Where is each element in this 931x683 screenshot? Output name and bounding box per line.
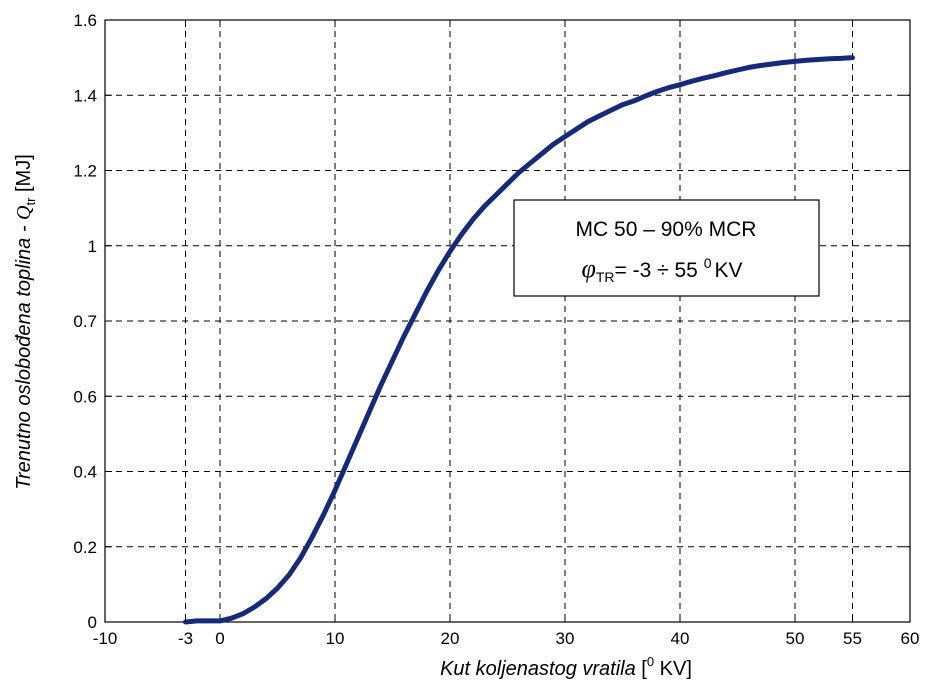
y-tick-label: 0 [88,613,97,632]
x-axis-label-sup: 0 [647,654,654,669]
y-axis-label-italic: Trenutno oslobođena toplina - [13,220,35,490]
y-tick-label: 0.7 [73,312,97,331]
annotation-line-1: MC 50 – 90% MCR [576,218,757,241]
y-tick-labels: 0 0.2 0.4 0.6 0.7 1 1.2 1.4 1.6 [73,11,97,632]
grid-lines [105,20,910,622]
annotation-unit: KV [715,259,743,282]
annotation-box: MC 50 – 90% MCR φTR= -3 ÷ 55 0 KV [513,199,820,297]
x-tick-label: -3 [178,629,193,648]
y-tick-label: 1 [88,237,97,256]
y-tick-label: 0.2 [73,538,97,557]
x-axis-label: Kut koljenastog vratila [0 KV] [440,654,692,680]
y-axis-label-q: Q [13,205,35,220]
y-axis-label: Trenutno oslobođena toplina - Qtr [MJ] [13,154,38,490]
series-layer [183,55,855,625]
x-tick-labels: -10 -3 0 10 20 30 40 50 55 60 [93,629,920,648]
phi-symbol: φ [581,254,595,283]
x-tick-label: 40 [671,629,690,648]
x-tick-label: 60 [901,629,920,648]
series-line [183,55,855,625]
x-axis-label-italic: Kut koljenastog vratila [440,658,636,680]
x-tick-label: 20 [441,629,460,648]
annotation-degree-sup: 0 [704,255,712,271]
annotation-frame [513,199,820,297]
phi-subscript: TR [596,269,615,285]
x-tick-label: 50 [786,629,805,648]
y-tick-label: 1.2 [73,162,97,181]
y-axis-label-sub: tr [23,197,38,206]
annotation-line-2: φTR= -3 ÷ 55 0 KV [581,254,742,285]
x-tick-label: 0 [215,629,224,648]
x-axis-label-unit: KV] [654,658,692,680]
x-tick-label: -10 [93,629,118,648]
x-tick-label: 30 [556,629,575,648]
y-tick-label: 0.6 [73,387,97,406]
y-tick-label: 0.4 [73,463,97,482]
x-tick-label: 55 [843,629,862,648]
y-tick-label: 1.4 [73,86,97,105]
x-tick-label: 10 [326,629,345,648]
y-tick-label: 1.6 [73,11,97,30]
annotation-range: = -3 ÷ 55 [615,259,704,282]
y-axis-label-unit: [MJ] [13,154,35,197]
x-axis-label-bracket: [ [636,658,648,680]
